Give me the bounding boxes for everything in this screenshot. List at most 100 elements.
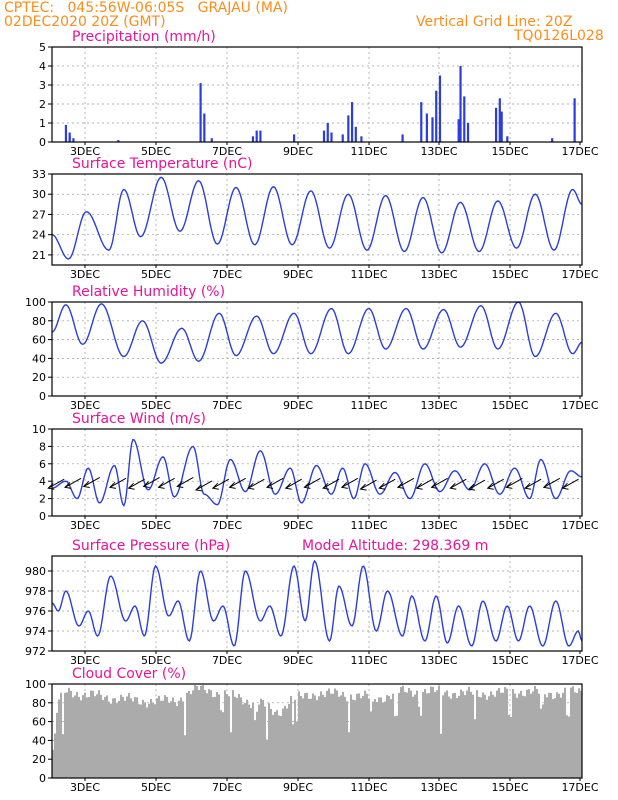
cloud-bar-84	[220, 710, 223, 778]
x-tick-label-5-0: 3DEC	[70, 781, 100, 794]
cloud-bar-243	[538, 693, 541, 778]
wind-arrow-16	[341, 477, 359, 488]
wind-arrow-head-25	[505, 481, 513, 489]
panel-frame-4	[51, 555, 583, 652]
cloud-bar-207	[466, 690, 469, 778]
precip-bar-13	[326, 123, 329, 142]
cloud-bar-111	[274, 711, 277, 778]
x-tick-label-0-7: 17DEC	[561, 145, 598, 158]
cloud-bar-262	[576, 692, 579, 778]
cloud-bar-160	[372, 701, 375, 778]
cloud-bar-2	[56, 712, 59, 778]
cloud-bar-126	[304, 693, 307, 778]
cloud-bar-198	[448, 696, 451, 778]
cloud-bar-43	[138, 704, 141, 778]
cloud-bar-210	[472, 694, 475, 778]
cloud-bar-70	[192, 690, 195, 778]
cloud-bar-192	[436, 690, 439, 778]
cloud-bar-98	[248, 704, 251, 778]
cloud-bar-102	[256, 711, 259, 778]
cloud-bar-45	[142, 699, 145, 778]
x-tick-label-2-6: 15DEC	[491, 399, 528, 412]
wind-arrow-head-15	[322, 482, 330, 490]
wind-arrow-head-5	[142, 481, 150, 488]
x-tick-label-1-0: 3DEC	[70, 268, 100, 281]
cloud-bar-230	[512, 689, 515, 778]
cloud-bar-247	[546, 697, 549, 778]
x-tick-label-5-1: 5DEC	[141, 781, 171, 794]
cloud-bar-228	[508, 714, 511, 778]
cloud-bar-63	[178, 700, 181, 778]
wind-arrow-head-2	[82, 481, 90, 488]
cloud-bar-27	[106, 695, 109, 778]
cloud-bar-5	[62, 734, 65, 778]
wind-arrow-head-24	[486, 482, 494, 490]
cloud-bar-145	[342, 691, 345, 778]
precip-bar-11	[292, 134, 296, 142]
cloud-bar-42	[136, 697, 139, 778]
cloud-bar-151	[354, 700, 357, 778]
wind-arrow-head-14	[303, 481, 311, 489]
cloud-bar-196	[444, 692, 447, 778]
x-tick-label-3-2: 7DEC	[212, 519, 242, 532]
x-tick-label-4-2: 7DEC	[212, 654, 242, 667]
cloud-bar-120	[292, 724, 295, 778]
cloud-bar-82	[216, 691, 219, 778]
cloud-bar-106	[264, 706, 267, 778]
cloud-bar-212	[476, 690, 479, 778]
cloud-bar-73	[198, 689, 201, 778]
cloud-bar-72	[196, 686, 199, 778]
cloud-bar-244	[540, 708, 543, 778]
wind-arrow-9	[212, 478, 230, 489]
cloud-bar-56	[164, 695, 167, 778]
x-tick-label-3-4: 11DEC	[350, 519, 387, 532]
cloud-bar-117	[286, 708, 289, 778]
cloud-bar-249	[550, 693, 553, 778]
cloud-bar-214	[480, 697, 483, 778]
y-tick-label-2-0: 0	[39, 390, 46, 403]
cloud-bar-204	[460, 689, 463, 778]
wind-arrow-head-13	[284, 482, 292, 490]
y-tick-label-2-1: 20	[32, 371, 46, 384]
cloud-bar-252	[556, 692, 559, 778]
wind-arrow-7	[177, 477, 194, 487]
wind-arrow-head-1	[64, 481, 72, 489]
series-line-2	[51, 301, 583, 364]
wind-arrow-head-20	[415, 482, 423, 490]
cloud-bar-157	[366, 693, 369, 778]
cloud-bar-144	[340, 695, 343, 778]
cloud-bar-85	[222, 712, 225, 778]
cloud-bar-169	[390, 699, 393, 778]
cloud-bar-132	[316, 700, 319, 778]
y-tick-label-1-2: 27	[32, 208, 46, 221]
cloud-bar-239	[530, 693, 533, 778]
cloud-bar-245	[542, 704, 545, 778]
cloud-bar-99	[250, 708, 253, 778]
cloud-bar-147	[346, 701, 349, 778]
wind-arrow-22	[450, 478, 467, 489]
cloud-bar-246	[544, 694, 547, 778]
panel-frame-0	[51, 46, 583, 143]
cloud-bar-152	[356, 693, 359, 778]
wind-arrow-11	[248, 478, 265, 489]
cloud-bar-1	[54, 733, 57, 778]
header-station: CPTEC: 045:56W-06:05S GRAJAU (MA)	[4, 0, 288, 16]
cloud-bar-29	[110, 703, 113, 778]
x-tick-label-1-1: 5DEC	[141, 268, 171, 281]
cloud-bar-236	[524, 696, 527, 778]
cloud-bar-199	[450, 698, 453, 778]
cloud-bar-250	[552, 699, 555, 778]
cloud-bar-209	[470, 691, 473, 778]
cloud-bar-86	[224, 690, 227, 778]
cloud-bar-237	[526, 689, 529, 778]
cloud-bar-62	[176, 705, 179, 778]
cloud-bar-233	[518, 693, 521, 778]
cloud-bar-240	[532, 691, 535, 778]
cloud-bar-254	[560, 697, 563, 778]
cloud-bar-217	[486, 699, 489, 778]
cloud-bar-115	[282, 708, 285, 778]
cloud-bar-177	[406, 692, 409, 778]
precip-bar-10	[259, 130, 262, 142]
y-tick-label-1-4: 33	[32, 168, 46, 181]
